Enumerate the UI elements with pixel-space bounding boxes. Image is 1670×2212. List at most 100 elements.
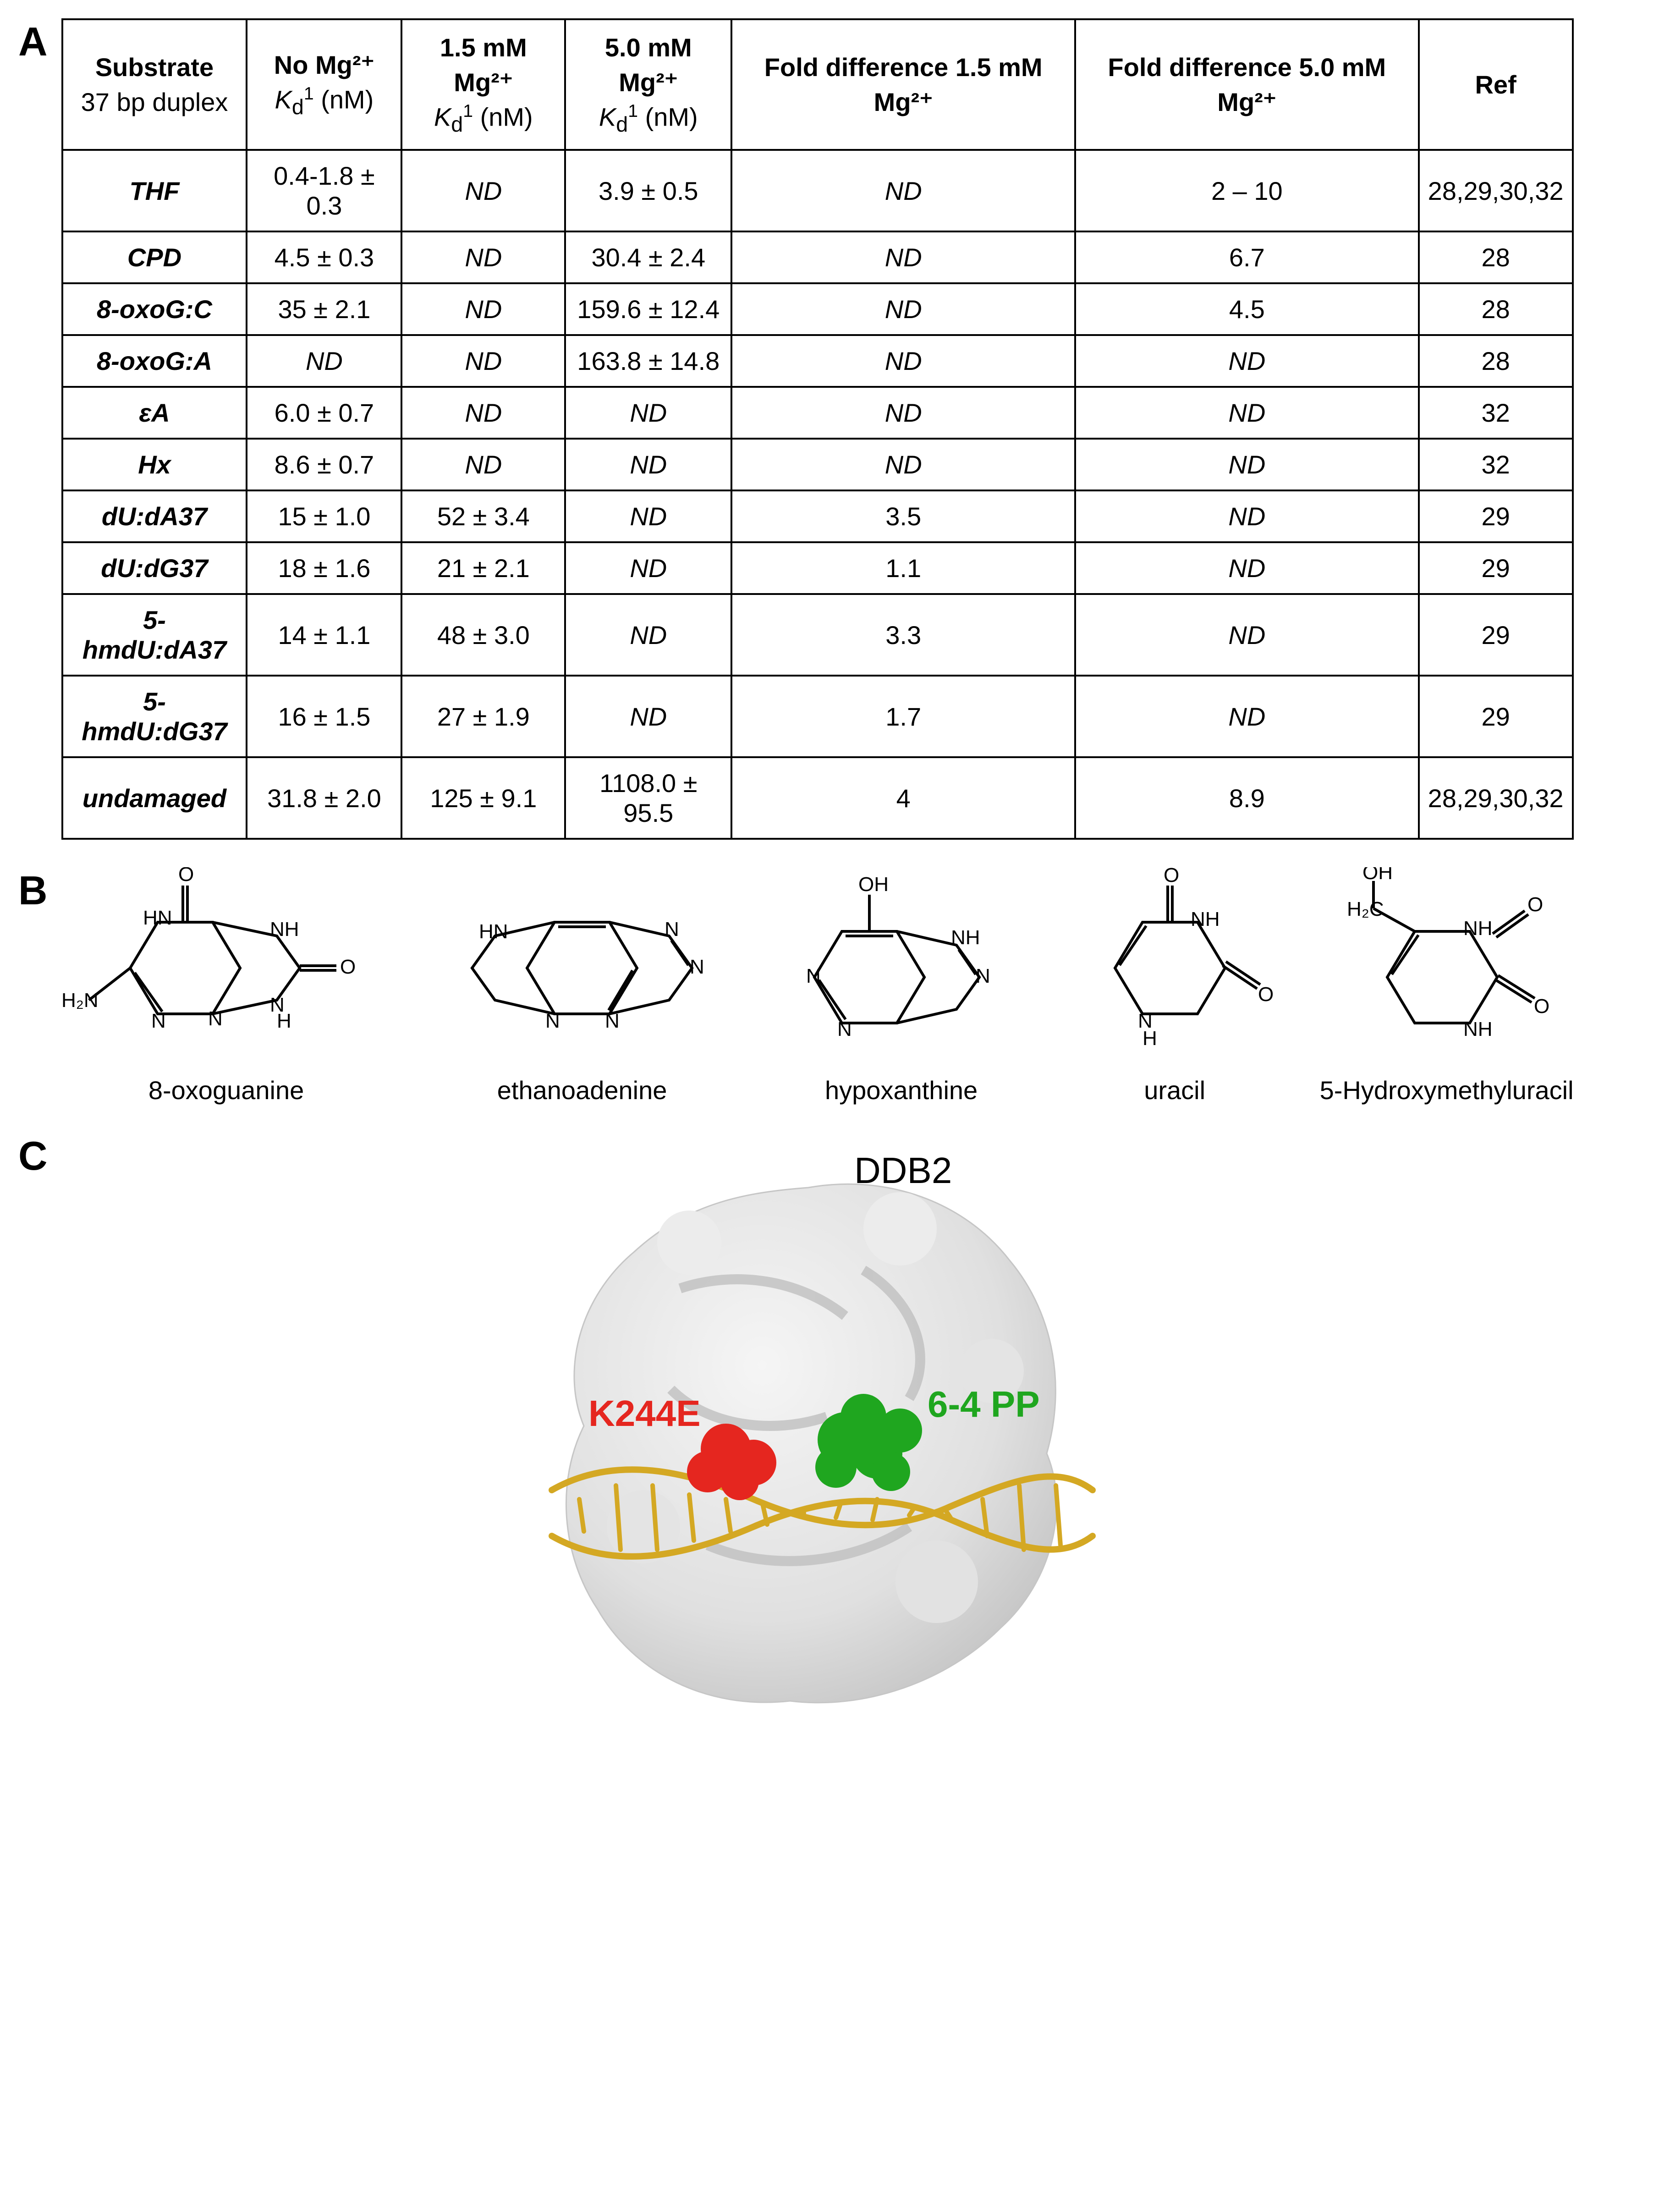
cell-mg15: ND [401, 150, 565, 231]
th-no-mg-top: No Mg²⁺ [274, 50, 374, 79]
svg-text:N: N [806, 965, 821, 987]
cell-noMg: 4.5 ± 0.3 [247, 231, 401, 283]
svg-text:OH: OH [858, 873, 889, 896]
cell-fold50: 8.9 [1075, 757, 1419, 839]
figure: A Substrate 37 bp duplex No Mg²⁺ Kd1 (nM… [18, 18, 1652, 1774]
svg-text:H₂N: H₂N [61, 989, 99, 1012]
cell-fold50: 2 – 10 [1075, 150, 1419, 231]
cell-ref: 28 [1419, 283, 1573, 335]
cell-noMg: 16 ± 1.5 [247, 676, 401, 757]
cell-mg50: 163.8 ± 14.8 [565, 335, 731, 387]
ddb2-structure: DDB2 K244E 6-4 PP [451, 1133, 1184, 1774]
cell-fold50: ND [1075, 387, 1419, 439]
th-fold15: Fold difference 1.5 mM Mg²⁺ [731, 19, 1075, 150]
chem-label-ethA: ethanoadenine [497, 1075, 667, 1105]
cell-fold50: ND [1075, 542, 1419, 594]
cell-mg15: ND [401, 387, 565, 439]
k244e-label: K244E [588, 1393, 701, 1434]
table-row: 8-oxoG:C35 ± 2.1ND159.6 ± 12.4ND4.528 [62, 283, 1573, 335]
cell-fold15: ND [731, 231, 1075, 283]
table-row: dU:dG3718 ± 1.621 ± 2.1ND1.1ND29 [62, 542, 1573, 594]
table-row: 8-oxoG:ANDND163.8 ± 14.8NDND28 [62, 335, 1573, 387]
table-row: Hx8.6 ± 0.7NDNDNDND32 [62, 439, 1573, 490]
cell-fold15: 3.3 [731, 594, 1075, 676]
cell-substrate: dU:dG37 [62, 542, 247, 594]
cell-noMg: 31.8 ± 2.0 [247, 757, 401, 839]
svg-text:O: O [1527, 893, 1543, 916]
table-row: dU:dA3715 ± 1.052 ± 3.4ND3.5ND29 [62, 490, 1573, 542]
chem-label-oxog: 8-oxoguanine [148, 1075, 304, 1105]
cell-fold50: ND [1075, 335, 1419, 387]
th-substrate-top: Substrate [95, 53, 214, 82]
svg-text:O: O [1534, 995, 1549, 1018]
svg-text:O: O [178, 867, 194, 886]
cell-fold50: ND [1075, 439, 1419, 490]
cell-substrate: undamaged [62, 757, 247, 839]
table-row: εA6.0 ± 0.7NDNDNDND32 [62, 387, 1573, 439]
cell-substrate: 8-oxoG:A [62, 335, 247, 387]
cell-mg50: 30.4 ± 2.4 [565, 231, 731, 283]
svg-text:N: N [151, 1010, 166, 1032]
th-no-mg: No Mg²⁺ Kd1 (nM) [247, 19, 401, 150]
cell-ref: 28,29,30,32 [1419, 757, 1573, 839]
cell-fold15: ND [731, 335, 1075, 387]
cell-ref: 28 [1419, 231, 1573, 283]
cell-noMg: 0.4-1.8 ± 0.3 [247, 150, 401, 231]
cell-substrate: 5-hmdU:dA37 [62, 594, 247, 676]
cell-mg50: ND [565, 594, 731, 676]
cell-mg50: 159.6 ± 12.4 [565, 283, 731, 335]
panel-b-label: B [18, 867, 48, 914]
cell-ref: 29 [1419, 490, 1573, 542]
svg-text:N: N [690, 956, 704, 978]
svg-text:NH: NH [270, 918, 299, 941]
svg-text:NH: NH [1463, 917, 1493, 940]
svg-text:N: N [208, 1007, 223, 1030]
th-mg50-top: 5.0 mM Mg²⁺ [605, 33, 692, 97]
structure-8-oxoguanine: O O HN N N NH N H H₂N [61, 867, 391, 1069]
svg-text:NH: NH [1463, 1018, 1493, 1040]
cell-substrate: CPD [62, 231, 247, 283]
panel-c-label: C [18, 1133, 48, 1179]
svg-text:O: O [1164, 867, 1179, 886]
cell-mg15: 52 ± 3.4 [401, 490, 565, 542]
protein-surface [566, 1184, 1056, 1702]
svg-text:N: N [976, 965, 990, 987]
th-ref: Ref [1419, 19, 1573, 150]
svg-text:N: N [837, 1018, 852, 1040]
cell-ref: 29 [1419, 594, 1573, 676]
protein-structure-wrap: DDB2 K244E 6-4 PP [61, 1133, 1574, 1774]
panel-a-label: A [18, 18, 48, 65]
cell-fold15: ND [731, 283, 1075, 335]
table-row: 5-hmdU:dG3716 ± 1.527 ± 1.9ND1.7ND29 [62, 676, 1573, 757]
structure-ethanoadenine: HN N N N N [435, 867, 729, 1069]
cell-substrate: 5-hmdU:dG37 [62, 676, 247, 757]
th-mg15: 1.5 mM Mg²⁺ Kd1 (nM) [401, 19, 565, 150]
cell-fold50: 4.5 [1075, 283, 1419, 335]
cell-noMg: 15 ± 1.0 [247, 490, 401, 542]
cell-ref: 32 [1419, 387, 1573, 439]
table-row: undamaged31.8 ± 2.0125 ± 9.11108.0 ± 95.… [62, 757, 1573, 839]
cell-fold50: ND [1075, 490, 1419, 542]
chem-uracil: O O NH N H uracil [1074, 867, 1275, 1105]
th-mg15-top: 1.5 mM Mg²⁺ [440, 33, 527, 97]
cell-ref: 29 [1419, 542, 1573, 594]
cell-mg15: 48 ± 3.0 [401, 594, 565, 676]
panel-a: A Substrate 37 bp duplex No Mg²⁺ Kd1 (nM… [18, 18, 1652, 858]
cell-fold15: 3.5 [731, 490, 1075, 542]
ddb2-label: DDB2 [854, 1150, 952, 1191]
cell-fold50: ND [1075, 594, 1419, 676]
six-four-pp-label: 6-4 PP [928, 1384, 1040, 1425]
cell-noMg: ND [247, 335, 401, 387]
th-substrate-sub: 37 bp duplex [71, 85, 238, 120]
cell-fold50: 6.7 [1075, 231, 1419, 283]
structure-5hmU: O O NH NH H₂C OH [1323, 867, 1571, 1069]
table-row: CPD4.5 ± 0.3ND30.4 ± 2.4ND6.728 [62, 231, 1573, 283]
cell-fold15: 1.7 [731, 676, 1075, 757]
cell-fold15: 4 [731, 757, 1075, 839]
chem-ethanoadenine: HN N N N N ethanoadenine [435, 867, 729, 1105]
structure-uracil: O O NH N H [1074, 867, 1275, 1069]
cell-substrate: εA [62, 387, 247, 439]
panel-b: B [18, 867, 1652, 1105]
svg-text:OH: OH [1362, 867, 1393, 884]
cell-noMg: 8.6 ± 0.7 [247, 439, 401, 490]
